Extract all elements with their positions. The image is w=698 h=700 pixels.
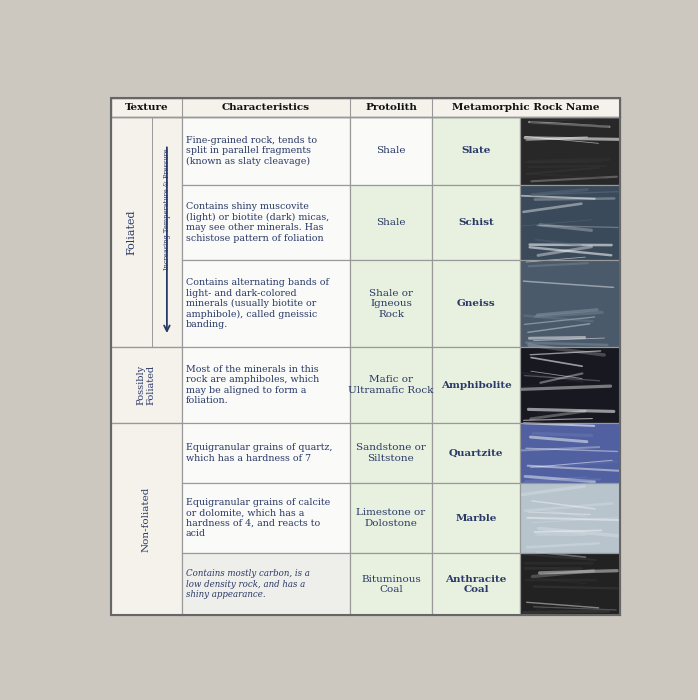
Text: Sandstone or
Siltstone: Sandstone or Siltstone — [356, 443, 426, 463]
Text: Protolith: Protolith — [365, 103, 417, 112]
Bar — [521, 553, 621, 615]
Bar — [432, 347, 521, 423]
Text: Metamorphic Rock Name: Metamorphic Rock Name — [452, 103, 600, 112]
Bar — [521, 423, 621, 483]
Text: Anthracite
Coal: Anthracite Coal — [445, 575, 507, 594]
Text: Foliated: Foliated — [126, 209, 136, 255]
Bar — [182, 260, 350, 347]
Bar — [182, 483, 350, 553]
Text: Equigranular grains of quartz,
which has a hardness of 7: Equigranular grains of quartz, which has… — [186, 443, 332, 463]
Bar — [182, 553, 350, 615]
Bar — [432, 117, 521, 185]
Text: Slate: Slate — [461, 146, 491, 155]
Bar — [182, 185, 350, 260]
Bar — [350, 347, 432, 423]
Text: Limestone or
Dolostone: Limestone or Dolostone — [357, 508, 426, 528]
Bar — [182, 423, 350, 483]
Text: Shale or
Igneous
Rock: Shale or Igneous Rock — [369, 289, 413, 318]
Bar — [350, 117, 432, 185]
Text: Contains mostly carbon, is a
low density rock, and has a
shiny appearance.: Contains mostly carbon, is a low density… — [186, 569, 310, 599]
Bar — [110, 423, 182, 615]
Bar — [521, 260, 621, 347]
Bar — [350, 185, 432, 260]
Text: Quartzite: Quartzite — [449, 449, 503, 457]
Bar — [110, 347, 182, 423]
Text: Characteristics: Characteristics — [222, 103, 310, 112]
Bar — [432, 483, 521, 553]
Bar — [350, 553, 432, 615]
Text: Amphibolite: Amphibolite — [440, 381, 512, 389]
Bar — [350, 260, 432, 347]
Bar — [521, 347, 621, 423]
Bar — [521, 117, 621, 185]
Text: Shale: Shale — [376, 146, 406, 155]
Text: Gneiss: Gneiss — [456, 299, 496, 308]
Bar — [521, 185, 621, 260]
Bar — [432, 553, 521, 615]
Bar — [350, 483, 432, 553]
Text: Shale: Shale — [376, 218, 406, 227]
Text: Increasing Temperature & Pressure: Increasing Temperature & Pressure — [163, 148, 171, 270]
Text: Contains alternating bands of
light- and dark-colored
minerals (usually biotite : Contains alternating bands of light- and… — [186, 278, 329, 329]
Bar — [432, 260, 521, 347]
Text: Texture: Texture — [124, 103, 168, 112]
Bar — [521, 483, 621, 553]
Text: Mafic or
Ultramafic Rock: Mafic or Ultramafic Rock — [348, 375, 433, 395]
Bar — [350, 423, 432, 483]
Bar — [110, 98, 621, 117]
Text: Non-foliated: Non-foliated — [142, 486, 151, 552]
Text: Possibly
Foliated: Possibly Foliated — [137, 365, 156, 405]
Text: Schist: Schist — [458, 218, 494, 227]
Text: Most of the minerals in this
rock are amphiboles, which
may be aligned to form a: Most of the minerals in this rock are am… — [186, 365, 319, 405]
Text: Fine-grained rock, tends to
split in parallel fragments
(known as slaty cleavage: Fine-grained rock, tends to split in par… — [186, 136, 317, 166]
Text: Contains shiny muscovite
(light) or biotite (dark) micas,
may see other minerals: Contains shiny muscovite (light) or biot… — [186, 202, 329, 242]
Bar — [432, 185, 521, 260]
Text: Equigranular grains of calcite
or dolomite, which has a
hardness of 4, and react: Equigranular grains of calcite or dolomi… — [186, 498, 330, 538]
Text: Marble: Marble — [455, 514, 497, 523]
Bar — [182, 347, 350, 423]
Text: Bituminous
Coal: Bituminous Coal — [361, 575, 421, 594]
Bar — [110, 117, 182, 347]
Bar — [432, 423, 521, 483]
Bar — [182, 117, 350, 185]
